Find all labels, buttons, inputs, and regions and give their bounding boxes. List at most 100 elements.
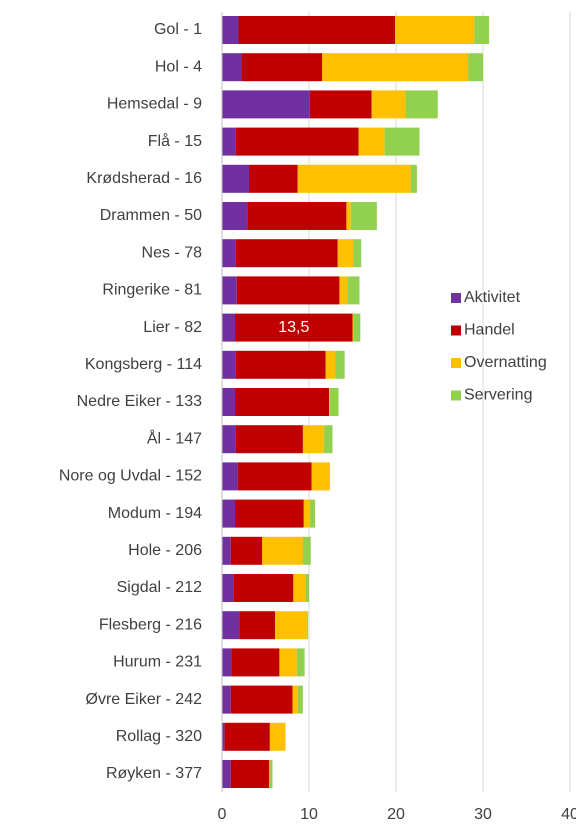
bar-segment [279, 648, 297, 677]
y-tick-label: Kongsberg - 114 [85, 356, 202, 373]
bar-segment [230, 685, 293, 714]
bar-segment [236, 276, 340, 305]
y-tick-label: Nore og Uvdal - 152 [59, 468, 202, 485]
x-tick-label: 20 [387, 806, 405, 823]
bar-segment [248, 164, 298, 193]
y-tick-label: Nedre Eiker - 133 [77, 393, 202, 410]
y-tick-label: Nes - 78 [142, 244, 203, 261]
bar-segment [293, 574, 306, 602]
bar-segment [292, 685, 298, 714]
y-tick-label: Flå - 15 [148, 132, 202, 150]
bar-segment [322, 53, 469, 82]
bar-segment [235, 313, 353, 342]
bar-segment [235, 239, 338, 268]
bar-segment [242, 53, 323, 82]
bar-segment [230, 536, 263, 565]
y-tick-label: Øvre Eiker - 242 [86, 691, 203, 708]
bar-segment [222, 574, 234, 602]
y-tick-label: Drammen - 50 [100, 207, 202, 224]
bar-segment [346, 202, 351, 230]
bar-segment [297, 164, 411, 193]
legend-marker [451, 293, 461, 303]
bar-segment [222, 760, 231, 788]
bar-segment [235, 499, 304, 528]
bar-segment [309, 90, 372, 119]
bar-segment [307, 611, 309, 640]
bar-segment [302, 536, 311, 565]
bar-segment [239, 611, 276, 640]
bar-segment [235, 388, 330, 416]
bar-segment [247, 202, 347, 230]
legend-label: Aktivitet [464, 289, 521, 306]
x-tick-label: 40 [561, 806, 576, 823]
x-tick-label: 0 [218, 806, 227, 823]
bar-segment [405, 90, 438, 119]
bar-segment [358, 127, 385, 156]
legend-label: Handel [464, 322, 515, 339]
bar-segment [323, 425, 333, 454]
bar-segment [353, 239, 362, 268]
bar-segment [222, 462, 238, 491]
bar-segment [303, 499, 310, 528]
bar-segment [353, 313, 361, 342]
bar-segment [275, 611, 308, 640]
bar-segment [325, 350, 336, 379]
bar-segment [269, 722, 286, 751]
legend-marker [451, 390, 461, 401]
y-tick-label: Gol - 1 [154, 21, 202, 38]
bar-segment [410, 164, 417, 193]
bar-segment [395, 16, 475, 44]
bar-segment [222, 611, 240, 640]
bar-segment [222, 164, 249, 193]
bar-segment [311, 462, 330, 491]
bar-segment [222, 239, 236, 268]
bar-segment [305, 574, 309, 602]
bar-segment [222, 313, 236, 342]
bar-segment [371, 90, 406, 119]
data-label: 13,5 [278, 319, 309, 336]
legend-marker [451, 358, 461, 368]
bar-segment [222, 127, 236, 156]
bar-segment [238, 16, 396, 44]
bar-segment [468, 53, 483, 82]
bar-segment [222, 425, 236, 454]
bar-segment [224, 722, 270, 751]
bar-segment [384, 127, 420, 156]
y-tick-label: Rollag - 320 [116, 728, 202, 745]
y-tick-label: Sigdal - 212 [117, 579, 202, 596]
bar-segment [329, 388, 339, 416]
bar-segment [235, 127, 359, 156]
bar-segment [222, 202, 248, 230]
bar-segment [235, 425, 303, 454]
legend-label: Overnatting [464, 354, 547, 371]
y-tick-label: Modum - 194 [108, 505, 202, 522]
y-tick-label: Hol - 4 [155, 58, 202, 75]
bar-segment [297, 685, 303, 714]
y-tick-label: Ringerike - 81 [102, 282, 202, 299]
bar-segment [222, 16, 239, 44]
legend-label: Servering [464, 387, 532, 404]
bar-segment [237, 462, 312, 491]
bar-segment [262, 536, 303, 565]
bar-segment [222, 536, 231, 565]
x-tick-label: 10 [300, 806, 318, 823]
bar-segment [222, 53, 243, 82]
bar-segment [335, 350, 345, 379]
legend-marker [451, 325, 461, 336]
bar-segment [222, 722, 225, 751]
bar-segment [474, 16, 490, 44]
bar-segment [222, 648, 232, 677]
y-tick-label: Røyken - 377 [106, 765, 202, 782]
bar-segment [222, 499, 236, 528]
bar-segment [329, 388, 330, 416]
bar-segment [337, 239, 354, 268]
y-tick-label: Ål - 147 [147, 428, 202, 447]
bar-segment [230, 760, 269, 788]
y-tick-label: Hurum - 231 [113, 654, 202, 671]
bar-segment [222, 388, 236, 416]
bar-segment [222, 276, 237, 305]
bar-segment [222, 685, 231, 714]
bar-segment [302, 425, 324, 454]
